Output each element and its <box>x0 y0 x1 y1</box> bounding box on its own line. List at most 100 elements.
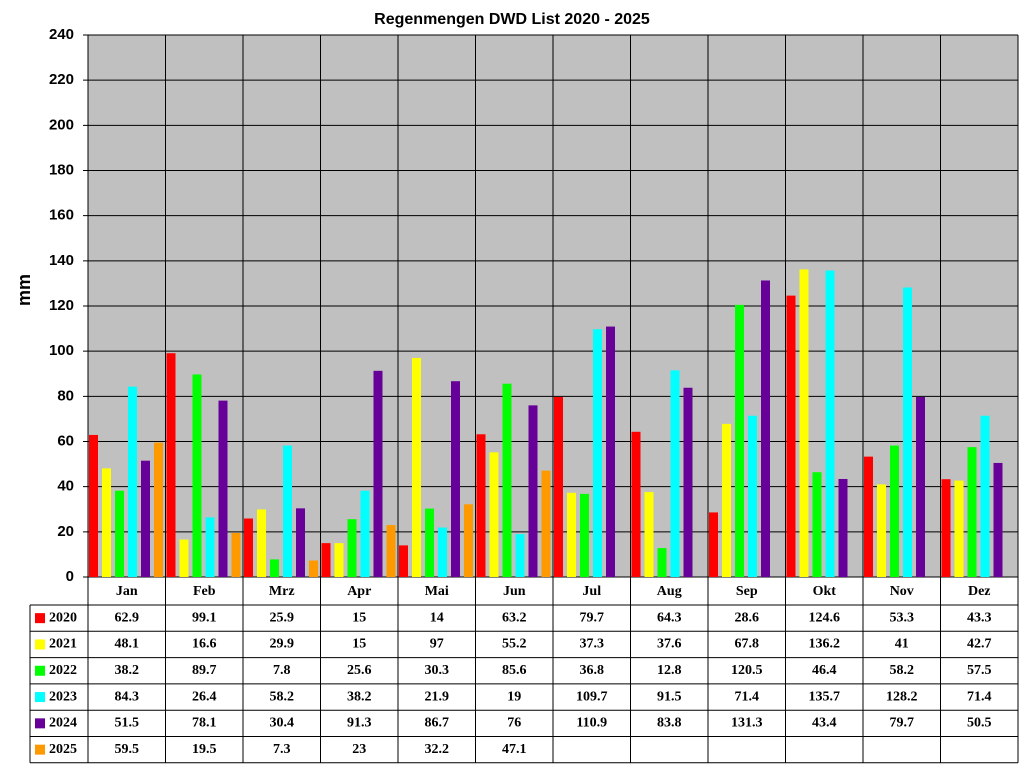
table-cell: 26.4 <box>192 689 217 704</box>
bar <box>347 519 357 577</box>
legend-label: 2023 <box>49 689 77 704</box>
table-cell: 43.4 <box>812 716 837 731</box>
x-tick-label: Sep <box>736 584 758 599</box>
table-cell: 59.5 <box>115 742 140 757</box>
table-cell: 110.9 <box>576 716 607 731</box>
table-cell: 79.7 <box>580 610 605 625</box>
table-cell: 63.2 <box>502 610 527 625</box>
table-cell: 7.3 <box>273 742 291 757</box>
y-tick-label: 240 <box>49 26 74 43</box>
legend-label: 2025 <box>49 742 77 757</box>
x-tick-label: Apr <box>347 584 371 599</box>
bar <box>399 545 408 577</box>
table-cell: 67.8 <box>735 637 760 652</box>
y-axis-label: mm <box>14 274 34 306</box>
bar <box>980 415 990 577</box>
x-tick-label: Nov <box>890 584 914 599</box>
table-cell: 32.2 <box>425 742 450 757</box>
table-cell: 16.6 <box>192 637 217 652</box>
table-cell: 30.3 <box>425 663 450 678</box>
bar <box>657 548 667 577</box>
table-cell: 48.1 <box>115 637 140 652</box>
table-cell: 109.7 <box>576 689 608 704</box>
bar <box>102 468 111 577</box>
bar <box>864 456 873 577</box>
bar <box>141 460 150 577</box>
y-tick-label: 180 <box>49 161 74 178</box>
legend-swatch <box>35 613 45 624</box>
table-cell: 128.2 <box>886 689 918 704</box>
y-tick-label: 20 <box>57 523 74 540</box>
legend-swatch <box>35 744 45 755</box>
bar <box>683 387 693 577</box>
table-cell: 7.8 <box>273 663 291 678</box>
legend-swatch <box>35 718 45 729</box>
bar <box>476 434 486 577</box>
x-tick-label: Jun <box>503 584 526 599</box>
chart-title: Regenmengen DWD List 2020 - 2025 <box>374 11 650 28</box>
bar <box>993 462 1003 577</box>
table-cell: 12.8 <box>657 663 682 678</box>
table-cell: 41 <box>895 637 909 652</box>
bar <box>670 370 680 577</box>
bar <box>606 326 615 577</box>
table-cell: 91.3 <box>347 716 372 731</box>
table-cell: 135.7 <box>809 689 841 704</box>
y-tick-label: 100 <box>49 342 74 359</box>
y-tick-label: 40 <box>57 478 74 495</box>
table-cell: 76 <box>507 716 521 731</box>
table-cell: 79.7 <box>890 716 915 731</box>
table-cell: 91.5 <box>657 689 682 704</box>
table-cell: 62.9 <box>115 610 140 625</box>
table-cell: 30.4 <box>270 716 295 731</box>
x-tick-label: Mrz <box>269 584 295 599</box>
table-cell: 78.1 <box>192 716 217 731</box>
table-cell: 53.3 <box>890 610 915 625</box>
legend-swatch <box>35 692 45 703</box>
table-cell: 71.4 <box>967 689 992 704</box>
bar <box>89 434 98 577</box>
bar <box>735 304 744 577</box>
table-cell: 21.9 <box>425 689 450 704</box>
table-cell: 25.9 <box>270 610 295 625</box>
table-cell: 57.5 <box>967 663 992 678</box>
bar <box>218 400 228 577</box>
table-cell: 29.9 <box>270 637 295 652</box>
bar <box>115 490 124 577</box>
bar <box>309 560 318 577</box>
legend-label: 2022 <box>49 663 77 678</box>
table-cell: 86.7 <box>425 716 450 731</box>
bar <box>644 492 654 577</box>
table-cell: 58.2 <box>270 689 295 704</box>
table-cell: 28.6 <box>735 610 760 625</box>
table-cell: 19 <box>507 689 521 704</box>
bar <box>580 493 589 577</box>
bar <box>321 543 331 577</box>
bar <box>231 532 241 577</box>
y-tick-label: 120 <box>49 297 74 314</box>
x-tick-label: Aug <box>657 584 682 599</box>
y-tick-label: 160 <box>49 207 74 224</box>
bar <box>812 472 822 577</box>
table-cell: 15 <box>352 637 366 652</box>
bar <box>334 543 344 577</box>
bar <box>515 534 525 577</box>
bar <box>786 295 796 577</box>
legend-label: 2024 <box>49 716 77 731</box>
bar <box>438 527 447 577</box>
table-cell: 14 <box>430 610 444 625</box>
bar <box>954 480 964 577</box>
table-cell: 25.6 <box>347 663 372 678</box>
table-cell: 42.7 <box>967 637 992 652</box>
legend-swatch <box>35 665 45 676</box>
bar <box>244 518 253 577</box>
bar <box>166 353 176 577</box>
table-cell: 131.3 <box>731 716 763 731</box>
table-cell: 46.4 <box>812 663 837 678</box>
table-cell: 50.5 <box>967 716 992 731</box>
x-tick-label: Dez <box>968 584 991 599</box>
table-cell: 64.3 <box>657 610 682 625</box>
bar <box>257 509 266 577</box>
bar <box>192 374 202 577</box>
